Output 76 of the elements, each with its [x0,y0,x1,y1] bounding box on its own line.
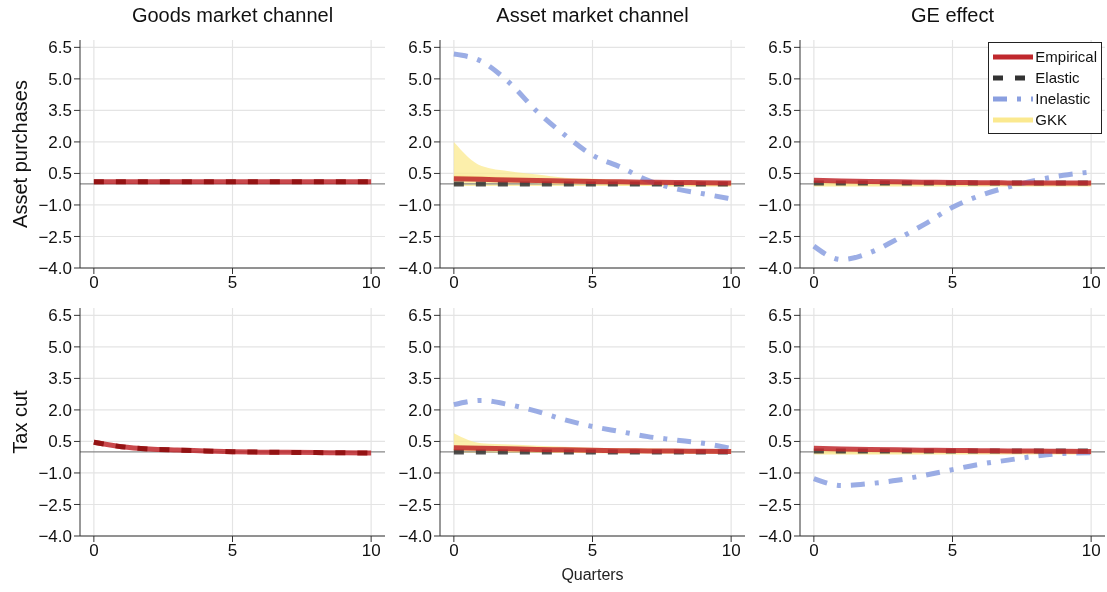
x-tick-label: 0 [89,273,99,293]
y-tick-label: 0.5 [408,432,432,452]
y-tick-label: 5.0 [408,69,432,89]
x-tick-label: 0 [449,541,459,561]
x-tick-label: 0 [809,273,819,293]
legend-label: Elastic [1035,68,1080,88]
chart-title: GE effect [910,4,995,27]
y-tick-label: 2.0 [408,400,432,420]
y-axis-title: Tax cut [8,390,32,454]
y-tick-label: 5.0 [48,337,72,357]
y-tick-label: −4.0 [398,527,432,547]
x-tick-label: 10 [1081,541,1101,561]
y-tick-label: −2.5 [758,495,792,515]
chart-title: Asset market channel [495,4,690,27]
x-tick-label: 10 [361,541,381,561]
x-tick-label: 5 [587,541,598,561]
y-tick-label: 5.0 [48,69,72,89]
y-tick-label: −1.0 [758,463,792,483]
x-tick-label: 5 [947,273,958,293]
x-tick-label: 5 [227,273,238,293]
y-tick-label: 3.5 [48,369,72,389]
x-tick-label: 0 [89,541,99,561]
y-tick-label: −1.0 [38,195,72,215]
y-tick-label: 6.5 [408,306,432,326]
y-tick-label: −4.0 [38,527,72,547]
chart-title: Goods market channel [130,4,335,27]
y-tick-label: 2.0 [48,400,72,420]
x-tick-label: 5 [947,541,958,561]
y-tick-label: 0.5 [408,164,432,184]
y-tick-label: 3.5 [768,369,792,389]
y-tick-label: 0.5 [768,164,792,184]
y-tick-label: 6.5 [48,38,72,58]
y-tick-label: −2.5 [398,227,432,247]
x-tick-label: 5 [227,541,238,561]
y-tick-label: −2.5 [38,227,72,247]
x-tick-label: 0 [809,541,819,561]
y-tick-label: −1.0 [398,463,432,483]
x-tick-label: 10 [721,541,741,561]
y-tick-label: 6.5 [768,38,792,58]
y-tick-label: 2.0 [408,132,432,152]
y-tick-label: 0.5 [768,432,792,452]
y-tick-label: 2.0 [768,400,792,420]
x-axis-title: Quarters [560,566,625,584]
y-tick-label: 2.0 [768,132,792,152]
x-tick-label: 10 [721,273,741,293]
y-tick-label: 0.5 [48,164,72,184]
y-tick-label: −1.0 [38,463,72,483]
x-tick-label: 10 [361,273,381,293]
y-tick-label: −2.5 [38,495,72,515]
y-tick-label: −4.0 [398,259,432,279]
y-tick-label: 2.0 [48,132,72,152]
y-tick-label: 6.5 [408,38,432,58]
y-tick-label: −4.0 [38,259,72,279]
x-tick-label: 10 [1081,273,1101,293]
legend-label: Inelastic [1035,89,1091,109]
y-tick-label: −2.5 [758,227,792,247]
y-tick-label: −4.0 [758,259,792,279]
y-tick-label: 0.5 [48,432,72,452]
x-tick-label: 0 [449,273,459,293]
y-tick-label: 5.0 [768,337,792,357]
y-tick-label: 5.0 [768,69,792,89]
x-tick-label: 5 [587,273,598,293]
y-tick-label: 6.5 [768,306,792,326]
y-axis-title: Asset purchases [8,80,32,228]
legend-label: Empirical [1035,47,1097,67]
y-tick-label: −1.0 [758,195,792,215]
y-tick-label: −2.5 [398,495,432,515]
y-tick-label: 3.5 [408,101,432,121]
y-tick-label: 3.5 [408,369,432,389]
y-tick-label: −1.0 [398,195,432,215]
legend-label: GKK [1035,110,1067,130]
y-tick-label: 3.5 [768,101,792,121]
y-tick-label: 3.5 [48,101,72,121]
y-tick-label: −4.0 [758,527,792,547]
y-tick-label: 6.5 [48,306,72,326]
y-tick-label: 5.0 [408,337,432,357]
